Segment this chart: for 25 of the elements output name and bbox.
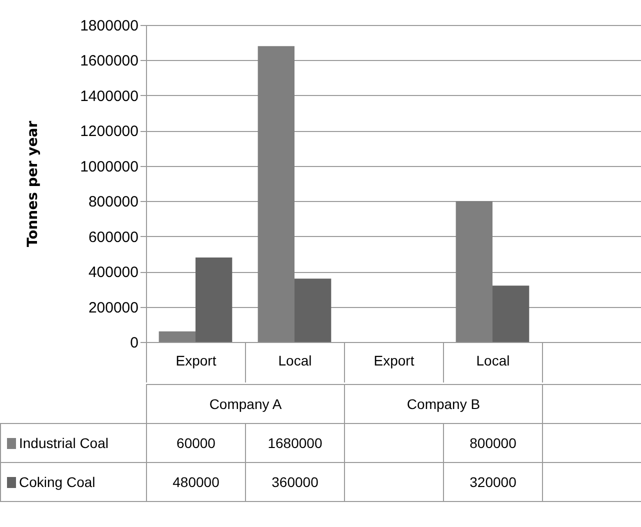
x-tick-label: Export <box>176 352 216 368</box>
data-label: 800000 <box>444 424 542 462</box>
text: Company A <box>146 384 344 424</box>
y-tick-label: 0 <box>130 334 138 352</box>
data-label: 360000 <box>246 462 344 502</box>
legend-label: Industrial Coal <box>0 424 146 462</box>
data-label: 480000 <box>146 462 246 502</box>
y-tick-label: 1600000 <box>80 52 138 70</box>
data-label: 1680000 <box>246 424 344 462</box>
data-label: 320000 <box>444 462 542 502</box>
x-tick-label: Local <box>278 352 312 368</box>
y-tick-label: 1800000 <box>80 18 138 34</box>
y-tick-label: 800000 <box>88 194 138 211</box>
x-tick-label: Export <box>374 352 414 368</box>
y-tick-label: 1400000 <box>80 88 138 105</box>
y-axis-title: Tonnes per year <box>25 120 42 248</box>
text: Company B <box>344 384 542 424</box>
legend-label: Coking Coal <box>0 462 146 502</box>
y-tick-label: 1000000 <box>80 158 138 176</box>
y-tick-label: 1200000 <box>80 123 138 140</box>
data-label: 60000 <box>146 424 246 462</box>
x-tick-label: Local <box>476 352 510 368</box>
y-tick-label: 600000 <box>88 228 138 246</box>
y-tick-label: 200000 <box>88 299 138 316</box>
y-tick-label: 400000 <box>88 264 138 282</box>
